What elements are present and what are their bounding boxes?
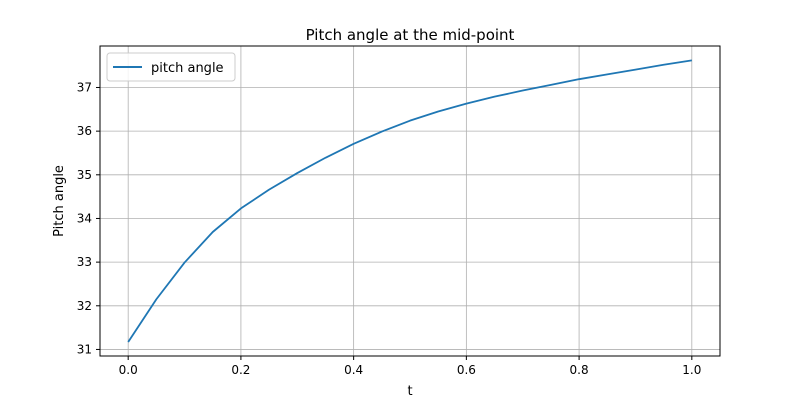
y-tick-label: 37 (77, 80, 92, 94)
x-axis-label: t (407, 384, 412, 399)
legend-label-pitch-angle: pitch angle (151, 61, 224, 76)
x-axis-ticks: 0.0 0.2 0.4 0.6 0.8 1.0 (119, 356, 701, 377)
y-tick-label: 36 (77, 124, 92, 138)
x-tick-label: 0.8 (570, 363, 589, 377)
y-axis-label: Pitch angle (52, 165, 67, 237)
y-tick-label: 31 (77, 342, 92, 356)
legend: pitch angle (106, 52, 236, 82)
legend-box (106, 52, 236, 82)
x-tick-label: 0.4 (344, 363, 363, 377)
y-axis-ticks: 31 32 33 34 35 36 37 (77, 80, 100, 356)
x-tick-label: 0.0 (119, 363, 138, 377)
y-tick-label: 32 (77, 299, 92, 313)
grid-lines (100, 46, 720, 356)
y-tick-label: 35 (77, 168, 92, 182)
x-tick-label: 0.2 (231, 363, 250, 377)
plot-area-frame (99, 45, 721, 357)
y-tick-label: 33 (77, 255, 92, 269)
x-tick-label: 0.6 (457, 363, 476, 377)
y-tick-label: 34 (77, 211, 92, 225)
series-line-pitch-angle (127, 59, 692, 343)
chart-title: Pitch angle at the mid-point (306, 26, 515, 44)
x-tick-label: 1.0 (682, 363, 701, 377)
series-lines (127, 59, 692, 343)
